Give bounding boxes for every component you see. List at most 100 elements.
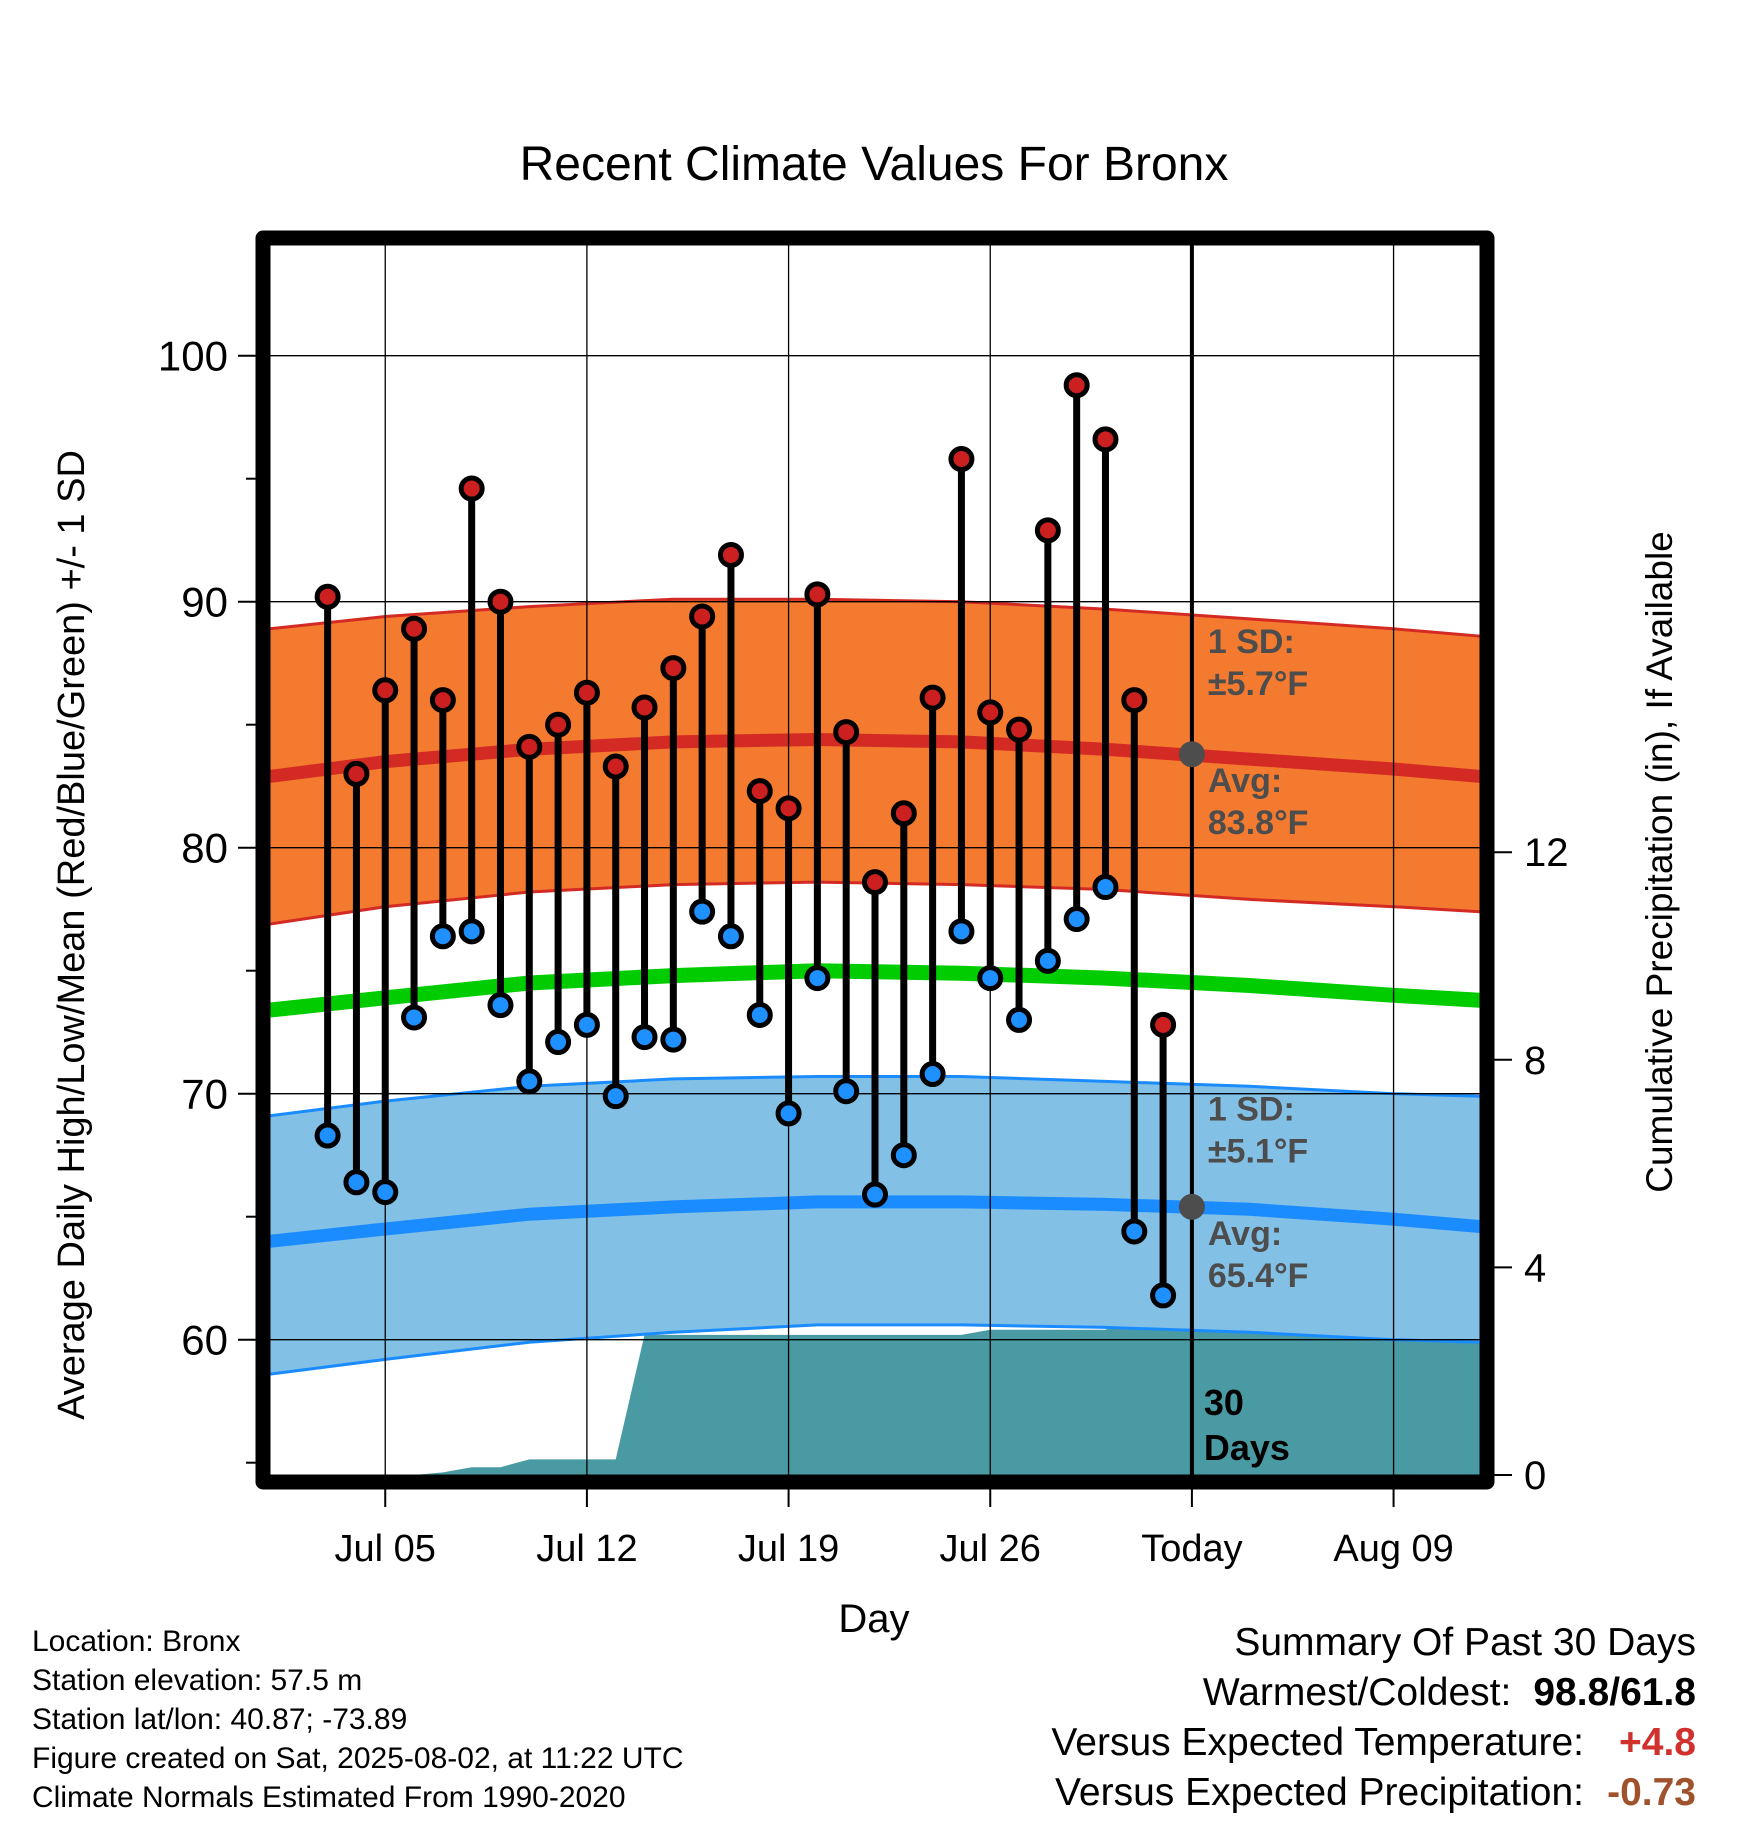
chart-title: Recent Climate Values For Bronx: [520, 138, 1229, 191]
daily-low-point: [919, 1061, 946, 1088]
latlon-text: Station lat/lon: 40.87; -73.89: [32, 1703, 408, 1736]
daily-low-point: [804, 965, 831, 992]
daily-low-point: [372, 1179, 399, 1206]
daily-high-point: [977, 699, 1004, 726]
daily-low-point: [862, 1181, 888, 1208]
daily-high-point: [314, 583, 341, 610]
normal-high-lower-line: [270, 880, 1480, 926]
normal-high-upper-line: [270, 597, 1480, 638]
daily-low-point: [602, 1083, 629, 1110]
period-label-line2: Days: [1204, 1427, 1290, 1468]
daily-low-point: [545, 1029, 572, 1056]
daily-high-point: [1150, 1011, 1177, 1038]
daily-low-point: [314, 1122, 341, 1149]
daily-high-point: [343, 760, 370, 787]
precip-value: -0.73: [1607, 1771, 1696, 1814]
daily-high-point: [1063, 372, 1090, 399]
summary-precip-row: Versus Expected Precipitation: -0.73: [1051, 1768, 1696, 1818]
warmest-value: 98.8/61.8: [1533, 1671, 1696, 1714]
daily-low-point: [516, 1068, 543, 1095]
daily-low-point: [401, 1004, 428, 1031]
x-tick-label: Jul 12: [536, 1528, 637, 1570]
daily-low-point: [746, 1001, 773, 1028]
daily-high-point: [1006, 716, 1033, 743]
daily-low-point: [689, 898, 716, 925]
daily-low-point: [660, 1026, 687, 1053]
temp-label: Versus Expected Temperature:: [1051, 1721, 1584, 1764]
station-info: Location: Bronx Station elevation: 57.5 …: [32, 1622, 684, 1817]
daily-high-point: [717, 541, 744, 568]
daily-low-point: [343, 1169, 370, 1196]
warmest-label: Warmest/Coldest:: [1202, 1671, 1512, 1714]
x-tick-label: Jul 05: [335, 1528, 436, 1570]
y2-tick-label: 8: [1524, 1039, 1546, 1083]
daily-high-point: [689, 603, 716, 630]
daily-high-point: [746, 778, 773, 805]
elevation-text: Station elevation: 57.5 m: [32, 1664, 363, 1697]
today-low-avg-dot: [1178, 1193, 1205, 1220]
created-text: Figure created on Sat, 2025-08-02, at 11…: [32, 1742, 684, 1775]
daily-low-point: [573, 1011, 600, 1038]
daily-high-point: [919, 684, 946, 711]
daily-low-point: [631, 1024, 658, 1051]
low-avg-value: 65.4°F: [1208, 1257, 1309, 1295]
daily-high-point: [429, 687, 456, 714]
normals-text: Climate Normals Estimated From 1990-2020: [32, 1781, 626, 1814]
daily-high-point: [948, 446, 975, 473]
y2-tick-label: 4: [1524, 1246, 1546, 1290]
daily-low-point: [977, 965, 1004, 992]
high-avg-value: 83.8°F: [1208, 804, 1309, 842]
x-tick-label: Today: [1141, 1528, 1242, 1570]
daily-low-point: [1006, 1006, 1033, 1033]
daily-high-point: [487, 588, 514, 615]
precip-area: [270, 1314, 1480, 1475]
daily-high-point: [458, 475, 485, 502]
normal-high-avg-line: [270, 732, 1480, 783]
daily-high-point: [862, 869, 888, 896]
daily-low-point: [717, 923, 744, 950]
daily-low-point: [1121, 1218, 1148, 1245]
plot-area: 1 SD: ±5.7°F Avg: 83.8°F 1 SD: ±5.1°F Avg: 65.4…: [158, 230, 1569, 1570]
daily-high-point: [602, 753, 629, 780]
x-axis-label: Day: [838, 1597, 909, 1641]
summary-panel: Summary Of Past 30 Days Warmest/Coldest:…: [1051, 1618, 1696, 1818]
today-high-avg-dot: [1178, 741, 1205, 768]
y-axis-label: Average Daily High/Low/Mean (Red/Blue/Gr…: [51, 450, 93, 1420]
daily-high-point: [545, 711, 572, 738]
daily-high-point: [1121, 687, 1148, 714]
daily-low-point: [458, 918, 485, 945]
y-tick-label: 80: [181, 825, 228, 872]
daily-high-point: [890, 800, 917, 827]
daily-high-point: [660, 655, 687, 682]
daily-low-point: [1092, 874, 1119, 901]
normal-low-avg-line: [270, 1195, 1480, 1248]
daily-high-point: [1092, 426, 1119, 453]
daily-high-point: [775, 795, 802, 822]
normal-low-band: [270, 1076, 1480, 1375]
y2-tick-label: 12: [1524, 831, 1569, 875]
normal-high-band: [270, 599, 1480, 924]
daily-high-point: [631, 694, 658, 721]
daily-low-point: [1063, 906, 1090, 933]
high-avg-label: Avg:: [1208, 762, 1282, 800]
y2-tick-label: 0: [1524, 1454, 1546, 1498]
normal-mean-line: [270, 963, 1480, 1018]
low-sd-value: ±5.1°F: [1208, 1132, 1308, 1170]
temp-value: +4.8: [1619, 1721, 1696, 1764]
daily-high-point: [833, 719, 860, 746]
daily-low-point: [890, 1142, 917, 1169]
daily-low-point: [1034, 947, 1061, 974]
plot-frame: [255, 230, 1495, 1490]
daily-high-point: [372, 677, 399, 704]
daily-high-point: [401, 615, 428, 642]
plot-clipped: [270, 245, 1480, 1475]
summary-title: Summary Of Past 30 Days: [1234, 1621, 1696, 1664]
daily-low-point: [487, 992, 514, 1019]
y2-axis-label: Cumulative Precipitation (in), If Availa…: [1639, 531, 1680, 1193]
x-tick-label: Jul 19: [738, 1528, 839, 1570]
normal-low-lower-line: [270, 1323, 1480, 1376]
y-tick-label: 60: [181, 1317, 228, 1364]
summary-warmest-row: Warmest/Coldest: 98.8/61.8: [1051, 1668, 1696, 1718]
high-sd-value: ±5.7°F: [1208, 665, 1308, 703]
